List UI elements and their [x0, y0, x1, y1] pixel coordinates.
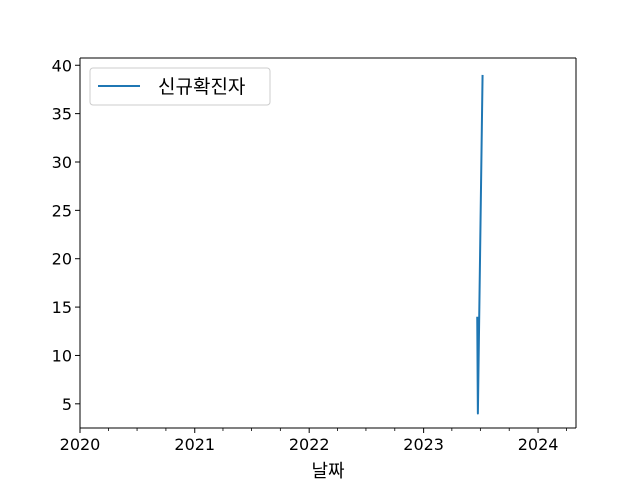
- ticks-layer: 5 10 15 20 25 30 35 40 2020 2021 2022 2023 2024: [52, 56, 567, 454]
- legend-box: [89, 67, 271, 106]
- axes-frame: [79, 57, 577, 429]
- y-tick-label: 15: [52, 298, 72, 317]
- y-tick-label: 30: [52, 153, 72, 172]
- x-tick-label: 2021: [174, 435, 215, 454]
- x-tick-label: 2020: [60, 435, 101, 454]
- plot-area: [80, 58, 576, 428]
- series-layer: [476, 74, 484, 415]
- series-line: [476, 74, 484, 415]
- y-tick-label: 40: [52, 56, 72, 75]
- legend: 신규확진자: [89, 67, 271, 106]
- y-tick-label: 25: [52, 201, 72, 220]
- x-tick-label: 2023: [403, 435, 444, 454]
- x-tick-label: 2022: [289, 435, 330, 454]
- y-tick-label: 35: [52, 105, 72, 124]
- legend-label: 신규확진자: [158, 76, 245, 98]
- y-tick-label: 5: [62, 395, 72, 414]
- x-axis-label: 날짜: [311, 461, 345, 480]
- x-tick-label: 2024: [518, 435, 559, 454]
- y-tick-label: 10: [52, 346, 72, 365]
- y-tick-label: 20: [52, 250, 72, 269]
